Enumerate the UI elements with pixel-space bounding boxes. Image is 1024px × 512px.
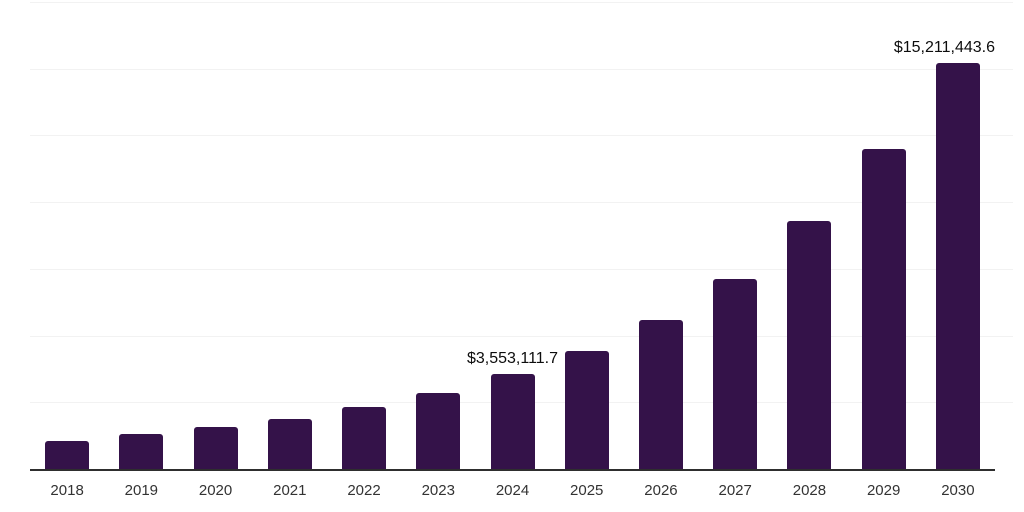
gridline bbox=[30, 335, 1013, 337]
bar-2019 bbox=[119, 434, 164, 469]
bar-2028 bbox=[787, 221, 832, 469]
bar-2023 bbox=[416, 392, 461, 469]
x-tick-label-2026: 2026 bbox=[644, 482, 678, 499]
bar-2021 bbox=[267, 418, 312, 469]
x-tick-label-2023: 2023 bbox=[421, 482, 455, 499]
x-tick-label-2024: 2024 bbox=[495, 482, 530, 499]
bar-2022 bbox=[342, 406, 387, 469]
x-tick-label-2022: 2022 bbox=[347, 482, 381, 499]
x-tick-label-2028: 2028 bbox=[792, 482, 827, 499]
x-tick-label-2029: 2029 bbox=[866, 482, 901, 499]
bar-2030 bbox=[935, 63, 980, 469]
gridline bbox=[30, 2, 1013, 3]
bar-2029 bbox=[861, 149, 906, 469]
bar-2026 bbox=[638, 319, 683, 469]
value-label-2030: $15,211,443.6 bbox=[893, 39, 995, 57]
value-label-2024: $3,553,111.7 bbox=[466, 350, 559, 368]
bar-2027 bbox=[713, 279, 758, 469]
x-tick-label-2021: 2021 bbox=[273, 482, 307, 499]
bar-2018 bbox=[45, 440, 90, 469]
x-tick-label-2027: 2027 bbox=[718, 482, 752, 499]
x-tick-label-2019: 2019 bbox=[124, 482, 159, 499]
gridline bbox=[30, 68, 1013, 70]
bar-2024 bbox=[490, 374, 535, 469]
x-tick-label-2018: 2018 bbox=[50, 482, 84, 499]
gridline bbox=[30, 135, 1013, 137]
gridline bbox=[30, 268, 1013, 270]
bar-2020 bbox=[193, 426, 238, 469]
x-tick-label-2030: 2030 bbox=[941, 482, 975, 499]
plot-area: 2018 2019 2020 2021 2022 2023 2024 $3,553,111.7… bbox=[30, 2, 1013, 499]
bar-2025 bbox=[564, 351, 609, 469]
gridline bbox=[30, 202, 1013, 204]
x-tick-label-2025: 2025 bbox=[570, 482, 604, 499]
x-tick-label-2020: 2020 bbox=[198, 482, 233, 499]
